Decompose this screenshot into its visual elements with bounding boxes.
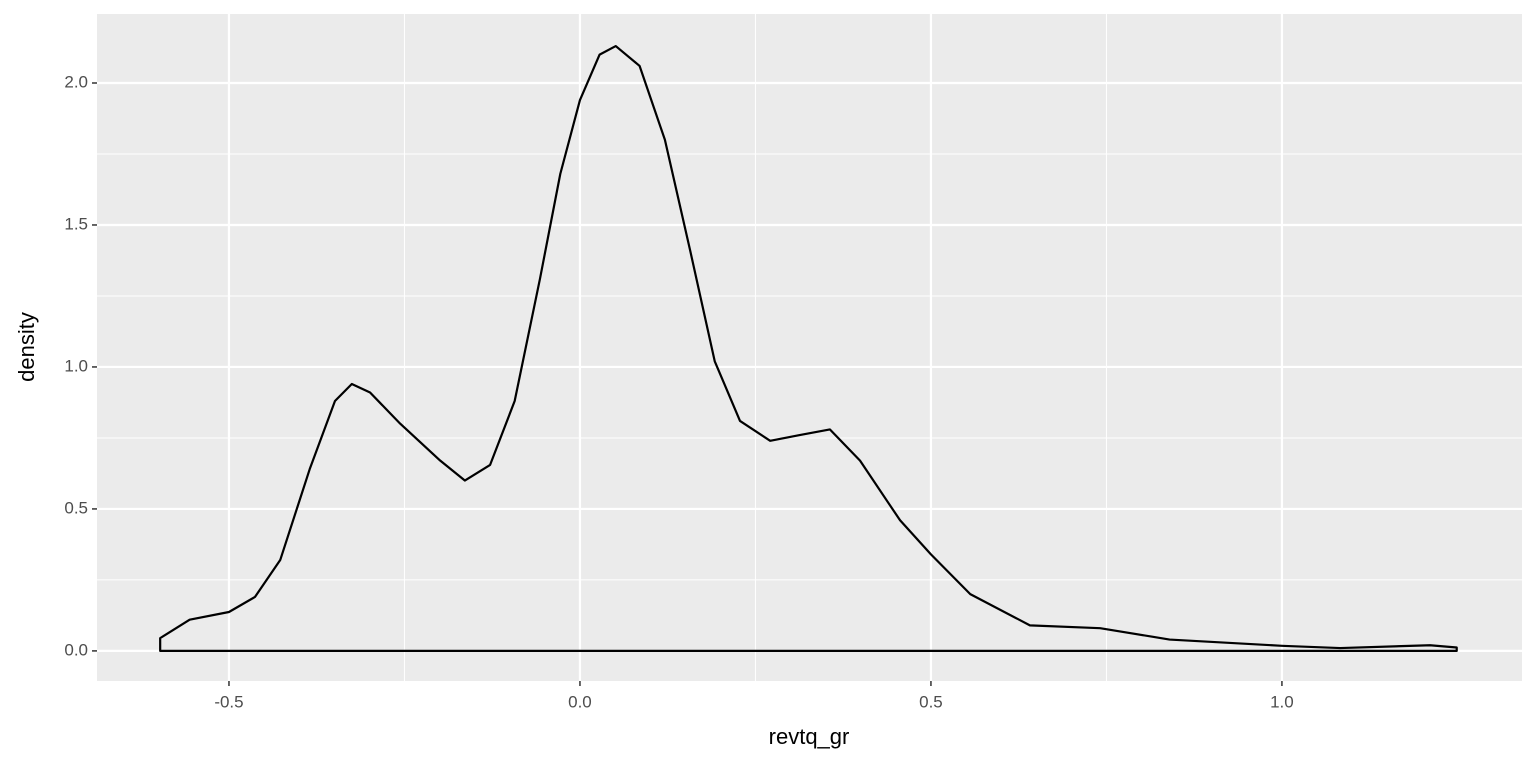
density-curve [159,44,1458,653]
y-tick-label: 2.0 [64,72,88,91]
x-axis-title: revtq_gr [769,724,850,749]
x-tick-label: 1.0 [1270,692,1294,711]
x-tick-label: 0.0 [568,692,592,711]
x-tick-label: -0.5 [214,692,243,711]
y-axis-title: density [14,312,39,382]
y-tick-label: 0.0 [64,640,88,659]
y-tick-label: 1.5 [64,214,88,233]
y-tick-label: 1.0 [64,356,88,375]
x-tick-label: 0.5 [919,692,943,711]
y-tick-label: 0.5 [64,498,88,517]
panel [97,14,1522,681]
marks [159,44,1458,653]
